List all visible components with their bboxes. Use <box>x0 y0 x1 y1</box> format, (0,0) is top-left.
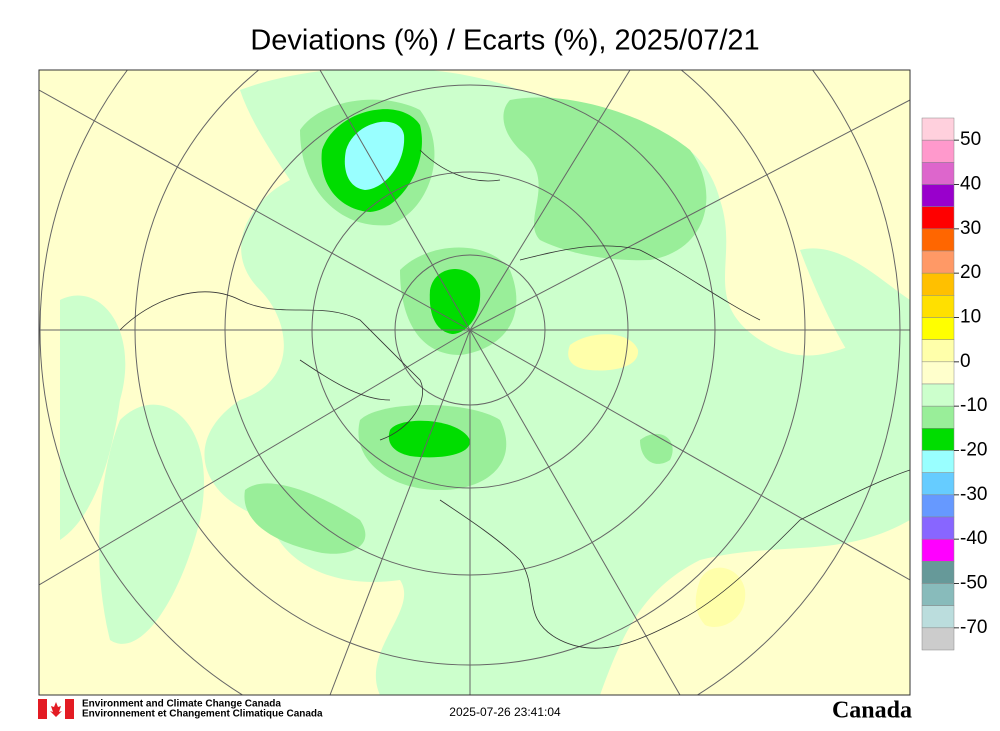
colorbar-swatch <box>921 472 955 496</box>
colorbar-swatch <box>921 361 955 385</box>
colorbar-swatch <box>921 516 955 540</box>
timestamp: 2025-07-26 23:41:04 <box>449 705 561 719</box>
colorbar-swatch <box>921 317 955 340</box>
colorbar-swatch <box>921 339 955 363</box>
colorbar-label: 0 <box>960 351 971 372</box>
colorbar-swatch <box>921 250 955 274</box>
colorbar-swatch <box>921 494 955 518</box>
colorbar-swatch <box>921 295 955 318</box>
agency-en: Environment and Climate Change Canada <box>82 699 281 710</box>
colorbar-swatch <box>921 428 955 451</box>
colorbar-label: -30 <box>960 484 987 505</box>
map-frame <box>38 69 911 696</box>
colorbar-swatch <box>921 627 955 651</box>
colorbar-swatch <box>921 383 955 407</box>
colorbar-swatch <box>921 184 955 207</box>
colorbar-swatch <box>921 605 955 629</box>
colorbar-label: -10 <box>960 395 987 416</box>
footer: Environment and Climate Change Canada En… <box>38 698 912 724</box>
colorbar-swatch <box>921 206 955 230</box>
colorbar-label: 20 <box>960 262 981 283</box>
colorbar-swatch <box>921 139 955 163</box>
colorbar-swatch <box>921 228 955 252</box>
colorbar-label: -20 <box>960 440 987 461</box>
colorbar: 50 40 30 20 10 0 -10 -20 -30 -40 -50 -70 <box>921 117 987 651</box>
title: Deviations (%) / Ecarts (%), 2025/07/21 <box>250 25 759 57</box>
colorbar-swatch <box>921 405 955 429</box>
colorbar-swatch <box>921 538 955 562</box>
colorbar-label: -50 <box>960 573 987 594</box>
colorbar-label: 30 <box>960 218 981 239</box>
colorbar-swatch <box>921 162 955 185</box>
colorbar-swatch <box>921 272 955 296</box>
agency-fr: Environnement et Changement Climatique C… <box>82 709 323 720</box>
colorbar-label: 50 <box>960 129 981 150</box>
colorbar-swatch <box>921 450 955 473</box>
colorbar-label: 40 <box>960 174 981 195</box>
colorbar-swatch <box>921 117 955 141</box>
wordmark: Canada <box>832 698 912 724</box>
colorbar-label: -70 <box>960 617 987 638</box>
colorbar-swatch <box>921 561 955 584</box>
colorbar-swatch <box>921 583 955 606</box>
colorbar-label: -40 <box>960 528 987 549</box>
colorbar-label: 10 <box>960 307 981 328</box>
map <box>39 70 910 695</box>
